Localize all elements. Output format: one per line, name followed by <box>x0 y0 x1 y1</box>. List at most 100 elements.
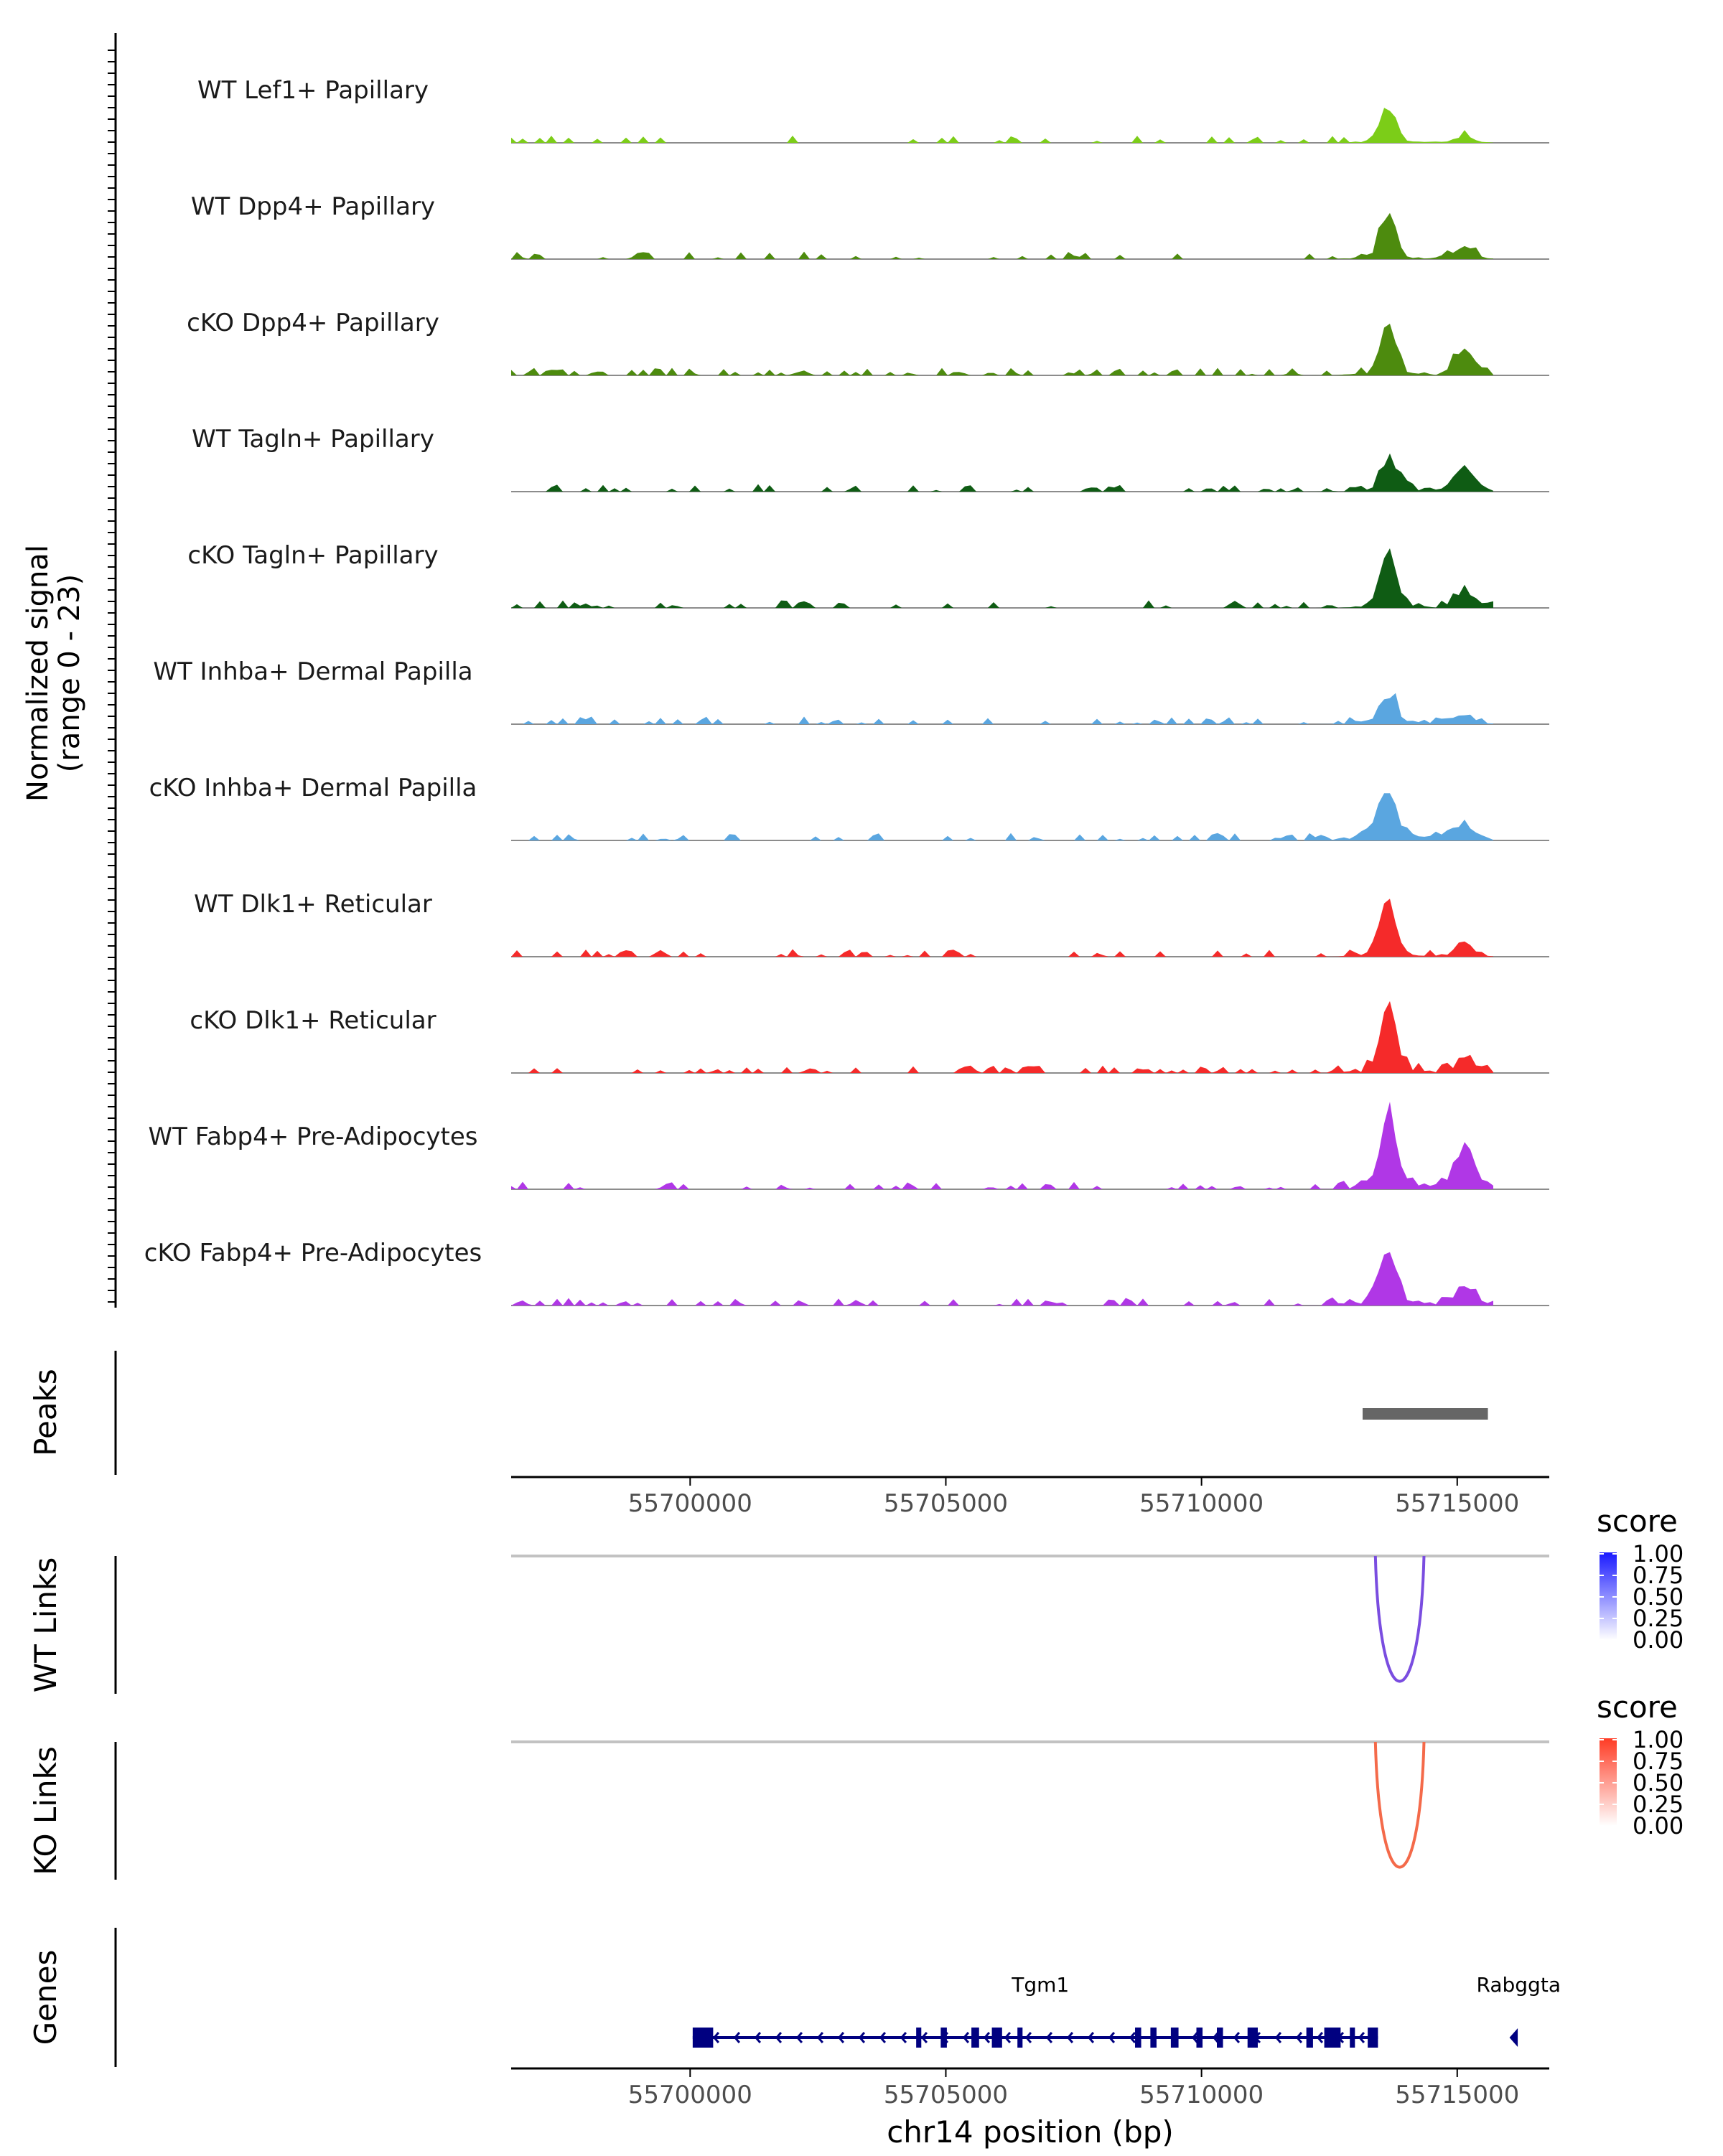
links-legend-tick-label: 0.00 <box>1633 1626 1684 1654</box>
gene-strand-arrow <box>733 2032 741 2043</box>
x-axis-tick-label: 55705000 <box>884 2081 1008 2109</box>
coverage-signal-area <box>511 1000 1493 1073</box>
coverage-signal-area <box>511 324 1493 375</box>
coverage-signal-area <box>511 899 1493 957</box>
links-y-axis-title: KO Links <box>28 1746 63 1875</box>
gene-exon <box>940 2028 947 2048</box>
coverage-track-label: cKO Inhba+ Dermal Papilla <box>149 774 477 802</box>
coverage-signal-area <box>511 693 1493 724</box>
gene-label: Rabggta <box>1477 1973 1561 1997</box>
gene-strand-arrow <box>816 2032 824 2043</box>
coverage-signal-area <box>511 548 1493 608</box>
coverage-track: WT Dpp4+ Papillary <box>191 192 1549 260</box>
coverage-track-label: WT Fabp4+ Pre-Adipocytes <box>149 1122 478 1151</box>
gene-strand-arrow <box>754 2032 762 2043</box>
gene-strand-arrow <box>962 2032 970 2043</box>
gene-exon <box>1306 2028 1313 2048</box>
gene-exon <box>1196 2028 1203 2048</box>
links-legend-tick-label: 0.00 <box>1633 1812 1684 1839</box>
coverage-track-label: WT Dpp4+ Papillary <box>191 192 435 221</box>
peak-region <box>1363 1408 1488 1420</box>
gene-strand-arrow <box>1358 2032 1365 2043</box>
coverage-signal-area <box>511 108 1493 143</box>
gene-strand-arrow <box>712 2032 720 2043</box>
gene-strand-arrow <box>1274 2032 1282 2043</box>
gene-label: Tgm1 <box>1011 1973 1069 1997</box>
x-axis-tick-label: 55700000 <box>628 1489 752 1518</box>
coverage-track-label: cKO Dpp4+ Papillary <box>187 309 439 337</box>
coverage-track: cKO Fabp4+ Pre-Adipocytes <box>144 1239 1549 1306</box>
coverage-track: cKO Dlk1+ Reticular <box>190 1000 1549 1074</box>
link-arc <box>1373 1555 1426 1683</box>
gene-exon <box>1368 2028 1378 2048</box>
gene-strand-arrow <box>1316 2032 1324 2043</box>
coverage-track-label: WT Tagln+ Papillary <box>192 425 434 454</box>
coverage-signal-area <box>511 793 1493 840</box>
gene-exon <box>1350 2028 1355 2048</box>
coverage-track: WT Lef1+ Papillary <box>197 76 1549 144</box>
gene-strand-arrow <box>858 2032 866 2043</box>
coverage-signal-area <box>511 212 1493 259</box>
coverage-panel: Normalized signal(range 0 - 23) WT Lef1+ … <box>22 33 1549 1308</box>
links-legend-title: score <box>1597 1504 1678 1539</box>
links-legend-tick-label: 0.50 <box>1633 1583 1684 1611</box>
coverage-track-label: WT Inhba+ Dermal Papilla <box>153 657 472 686</box>
gene-strand-arrow <box>1212 2032 1220 2043</box>
gene-strand-arrow <box>1191 2032 1199 2043</box>
gene-strand-arrow <box>983 2032 991 2043</box>
gene-strand-arrow <box>775 2032 783 2043</box>
links-legend-tick-label: 0.75 <box>1633 1748 1684 1775</box>
gene-exon <box>1247 2028 1258 2048</box>
coverage-track-label: WT Lef1+ Papillary <box>197 76 429 105</box>
gene-exon <box>991 2028 1002 2048</box>
gene-model: Rabggta <box>1477 1973 1561 2047</box>
gene-strand-arrow <box>795 2032 803 2043</box>
peaks-y-axis-title: Peaks <box>28 1369 63 1456</box>
x-axis-tick-label: 55700000 <box>628 2081 752 2109</box>
gene-exon <box>1216 2028 1223 2048</box>
genes-y-axis-title: Genes <box>28 1950 63 2045</box>
coverage-track-label: WT Dlk1+ Reticular <box>194 890 432 919</box>
gene-exon <box>1135 2028 1141 2048</box>
gene-exon <box>692 2028 714 2048</box>
coverage-signal-area <box>511 1102 1493 1189</box>
coverage-track: WT Fabp4+ Pre-Adipocytes <box>149 1102 1549 1190</box>
gene-exon <box>1150 2028 1157 2048</box>
links-legend-tick-label: 1.00 <box>1633 1540 1684 1567</box>
gene-exon <box>1017 2028 1023 2048</box>
coverage-signal-area <box>511 453 1493 492</box>
coverage-track: cKO Inhba+ Dermal Papilla <box>149 774 1549 841</box>
gene-model: Tgm1 <box>692 1973 1378 2048</box>
gene-strand-arrow <box>1509 2028 1518 2047</box>
x-axis-tick-label: 55710000 <box>1139 2081 1264 2109</box>
gene-strand-arrow <box>1004 2032 1012 2043</box>
gene-strand-arrow <box>837 2032 845 2043</box>
coverage-y-axis-range: (range 0 - 23) <box>53 574 86 772</box>
coverage-track: WT Inhba+ Dermal Papilla <box>153 657 1549 725</box>
gene-exon <box>1324 2028 1341 2048</box>
x-axis-tick-label: 55710000 <box>1139 1489 1264 1518</box>
gene-strand-arrow <box>900 2032 907 2043</box>
links-legend-tick-label: 1.00 <box>1633 1726 1684 1753</box>
x-axis-tick-label: 55715000 <box>1395 2081 1519 2109</box>
coverage-track: cKO Tagln+ Papillary <box>187 541 1549 609</box>
links-y-axis-title: WT Links <box>28 1557 63 1692</box>
coverage-track-label: cKO Tagln+ Papillary <box>187 541 438 570</box>
coverage-track: cKO Dpp4+ Papillary <box>187 309 1549 376</box>
genes-panel: Genes Tgm1 Rabggta 55700000 55705000 55710000… <box>28 1928 1561 2150</box>
gene-strand-arrow <box>1045 2032 1053 2043</box>
peaks-panel: Peaks 55700000 55705000 55710000 55715000 <box>28 1351 1549 1518</box>
gene-strand-arrow <box>1087 2032 1095 2043</box>
x-axis-tick-label: 55705000 <box>884 1489 1008 1518</box>
x-axis-title: chr14 position (bp) <box>887 2114 1174 2150</box>
links-legend-tick-label: 0.75 <box>1633 1562 1684 1589</box>
links-legend-tick-label: 0.25 <box>1633 1605 1684 1632</box>
gene-exon <box>916 2028 922 2048</box>
links-legend-tick-label: 0.50 <box>1633 1769 1684 1796</box>
